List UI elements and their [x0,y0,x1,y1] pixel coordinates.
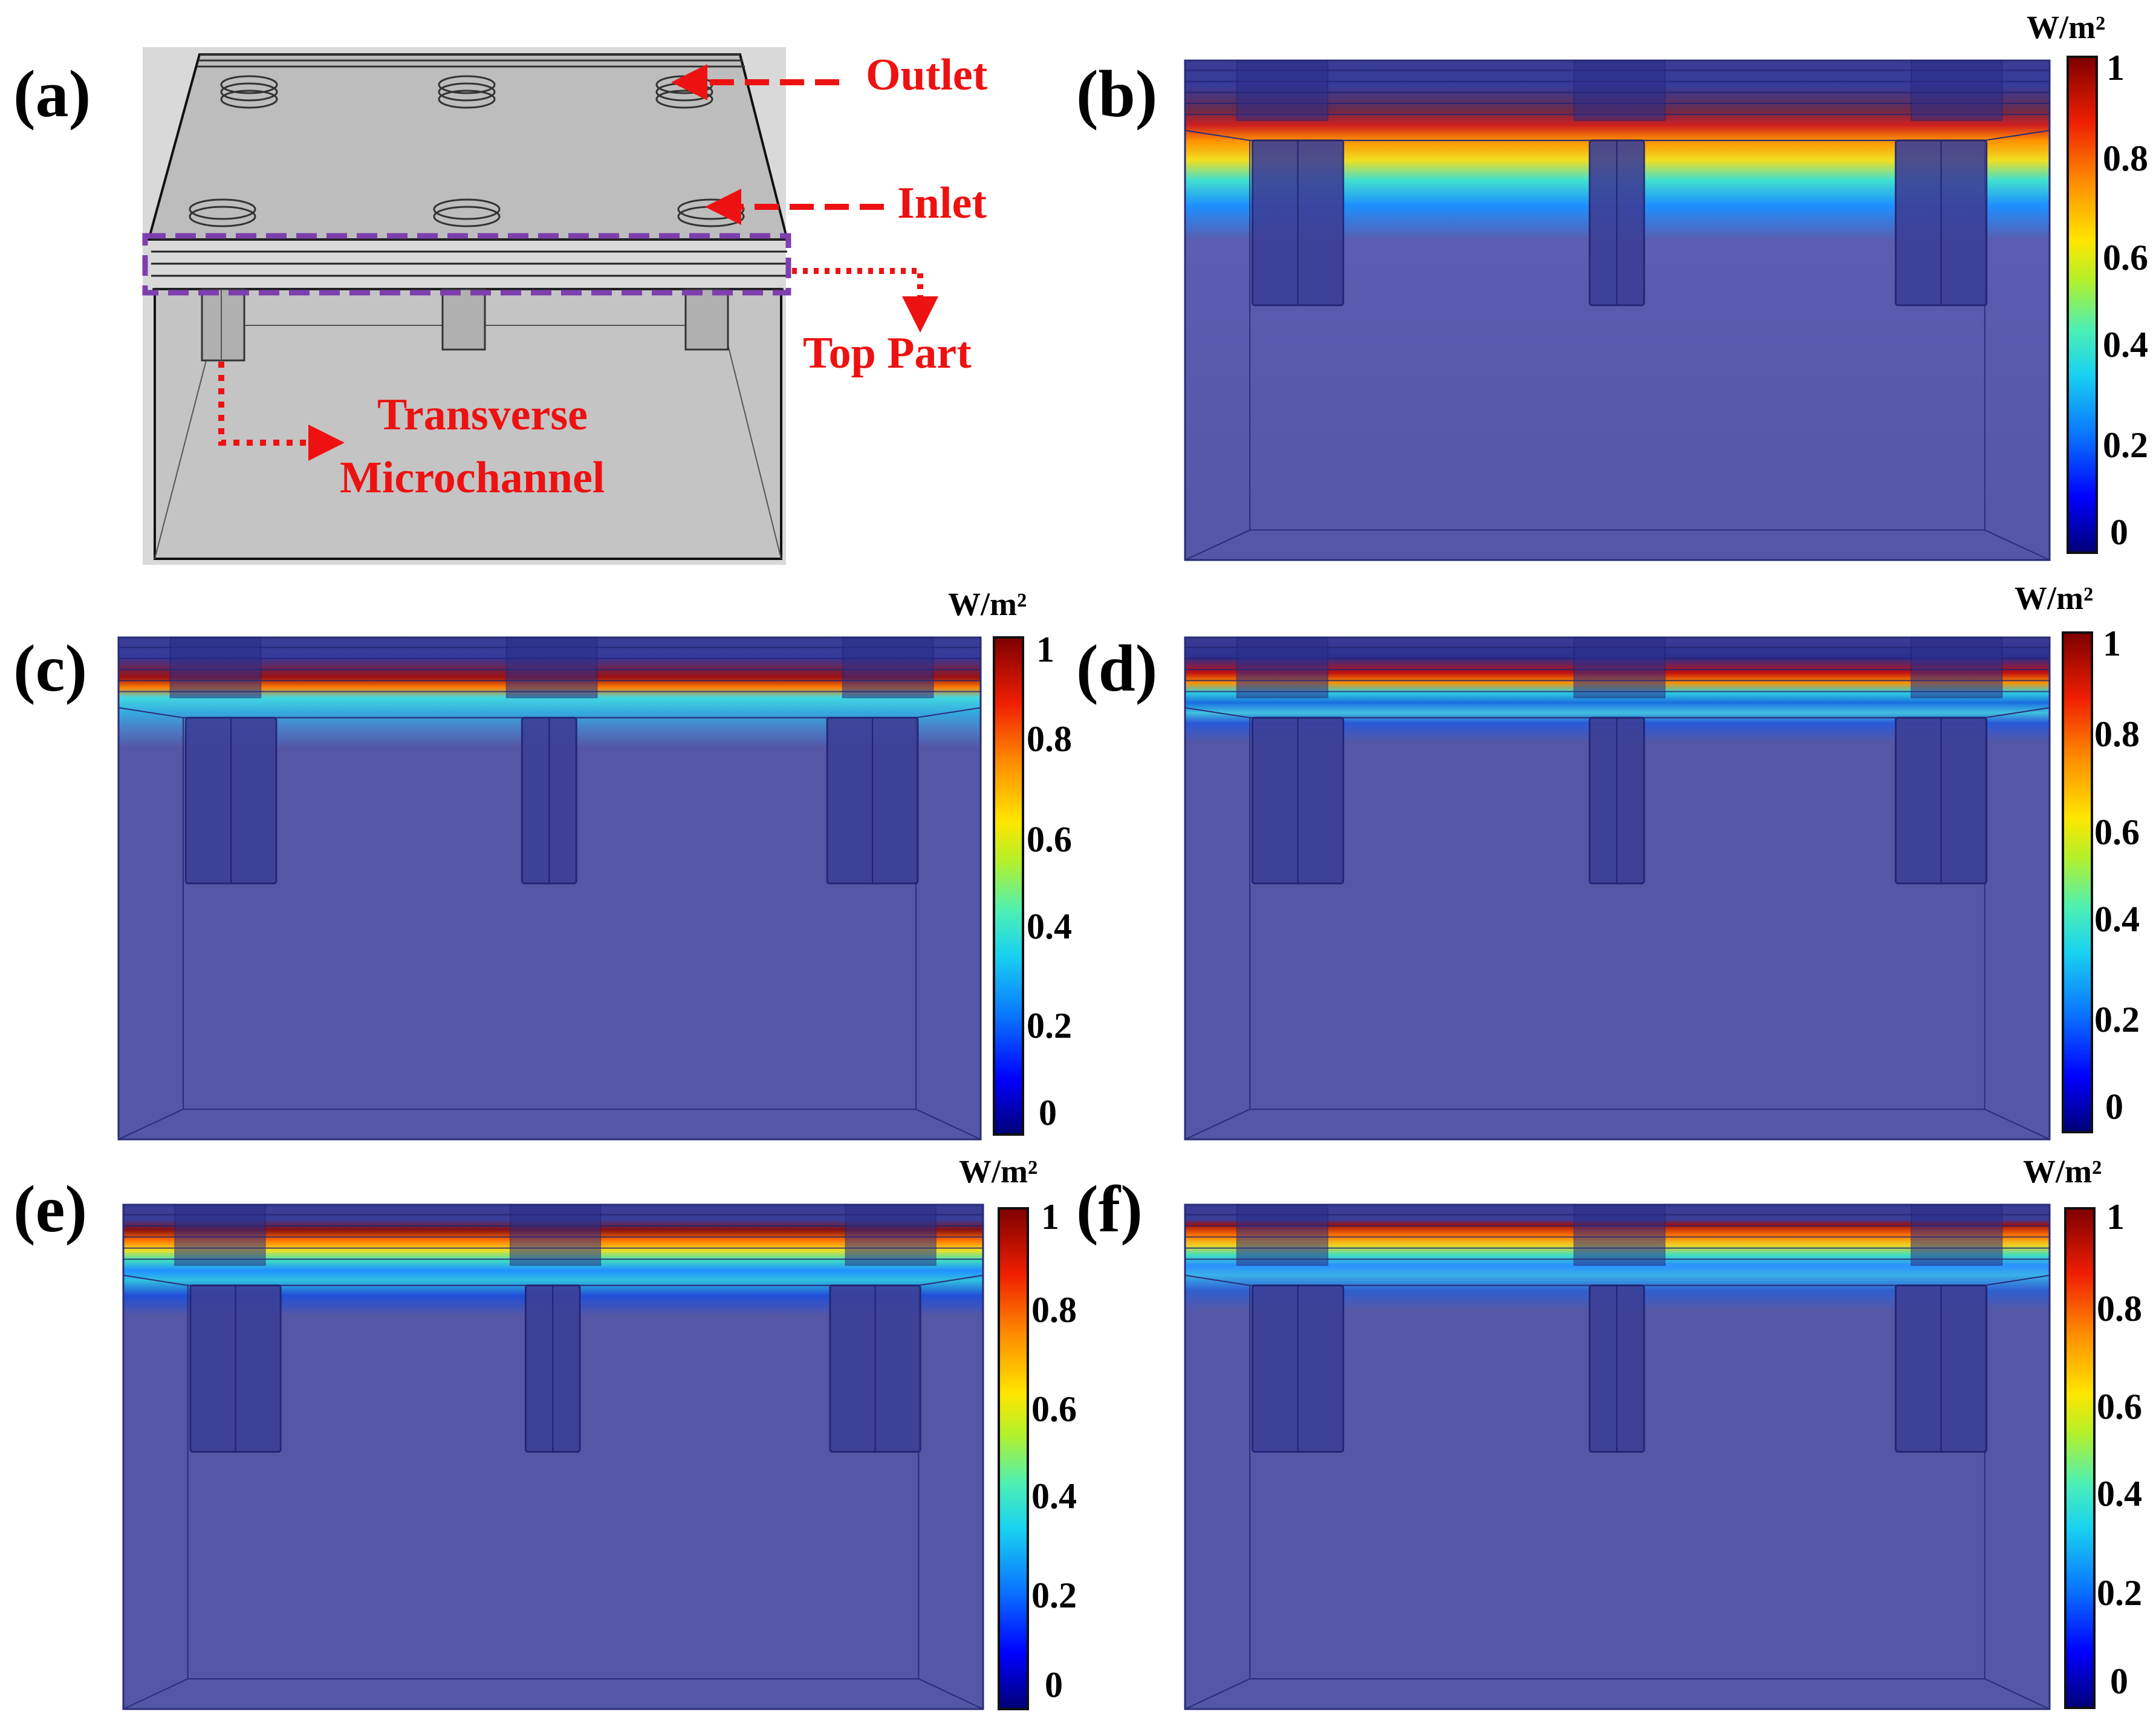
colorbar-e-tick-1: 1 [1041,1197,1059,1237]
colorbar-e-tick-0.4: 0.4 [1031,1476,1077,1516]
colorbar-f [2064,1207,2096,1709]
colorbar-unit-b: W/m² [2027,9,2106,45]
heatmap-panel-e [122,1203,984,1710]
inlet-label: Inlet [897,178,987,228]
port-block-3 [845,1204,937,1266]
colorbar-c-tick-0.4: 0.4 [1027,907,1072,946]
tray-corner-left [123,1678,189,1710]
port-block-1 [1236,1204,1328,1266]
colorbar-e-tick-0: 0 [1045,1665,1063,1705]
device-body [117,636,982,1141]
port-block-2 [1573,637,1666,699]
colorbar-c-tick-0: 0 [1039,1093,1057,1133]
colorbar-f-tick-0.6: 0.6 [2097,1387,2142,1427]
port-block-3 [842,637,934,699]
colorbar-d-tick-0.8: 0.8 [2094,714,2140,754]
port-block-2 [1573,60,1666,122]
port-block-3 [1911,1204,2003,1266]
colorbar-b-tick-0.4: 0.4 [2103,325,2148,365]
colorbar-d [2062,631,2093,1133]
colorbar-c-tick-0.2: 0.2 [1027,1006,1072,1046]
colorbar-c-tick-1: 1 [1036,630,1054,669]
colorbar-e [998,1207,1029,1710]
tray-corner-left [118,1109,184,1140]
colorbar-c-tick-0.6: 0.6 [1027,819,1072,859]
colorbar-unit-c: W/m² [948,586,1027,622]
port-block-1 [169,637,262,699]
colorbar-b [2067,56,2098,554]
tray-corner-left [1184,1109,1250,1140]
colorbar-d-tick-0.6: 0.6 [2094,812,2140,852]
transverse-arrow [218,362,345,461]
outlet-label: Outlet [866,50,988,100]
colorbar-b-tick-0: 0 [2110,512,2128,552]
port-block-1 [1236,60,1328,122]
colorbar-d-tick-0.2: 0.2 [2094,1000,2140,1040]
panel-label-e: (e) [13,1172,88,1246]
port-block-2 [505,637,598,699]
device-body [122,1203,984,1710]
panel-label-d: (d) [1076,631,1158,705]
port-block-2 [509,1204,602,1266]
tray-corner-right [1984,529,2050,561]
port-block-3 [1911,60,2003,122]
colorbar-b-tick-1: 1 [2106,48,2125,88]
colorbar-d-tick-0: 0 [2105,1087,2123,1127]
device-body [1184,1203,2051,1710]
device-body [1184,59,2051,561]
colorbar-f-tick-0.8: 0.8 [2097,1289,2142,1329]
top-part-arrow [792,268,938,333]
tray-corner-right [918,1678,984,1710]
tray-corner-right [1984,1678,2050,1710]
colorbar-unit-f: W/m² [2023,1153,2102,1190]
heatmap-panel-c [117,636,982,1141]
colorbar-e-tick-0.8: 0.8 [1031,1290,1077,1330]
panel-label-b: (b) [1076,57,1158,131]
colorbar-d-tick-0.4: 0.4 [2094,899,2140,939]
top-part-label: Top Part [803,328,972,378]
colorbar-f-tick-1: 1 [2106,1197,2125,1237]
colorbar-b-tick-0.8: 0.8 [2103,138,2148,178]
tray-corner-left [1184,529,1250,561]
back-layers [197,53,745,68]
heatmap-panel-f [1184,1203,2051,1710]
transverse-label-line2: Microchannel [340,453,605,503]
transverse-microchannels [201,288,729,362]
colorbar-c-tick-0.8: 0.8 [1027,719,1072,759]
top-part-highlight-box [142,233,791,296]
colorbar-b-tick-0.6: 0.6 [2103,238,2148,278]
colorbar-unit-d: W/m² [2015,580,2094,616]
device-body [1184,636,2051,1141]
heatmap-panel-d [1184,636,2051,1141]
port-block-1 [1236,637,1328,699]
colorbar-b-tick-0.2: 0.2 [2103,425,2148,465]
heatmap-panel-b [1184,59,2051,561]
colorbar-f-tick-0: 0 [2110,1661,2128,1701]
tray-corner-right [915,1109,981,1140]
tray-corner-left [1184,1678,1250,1710]
colorbar-f-tick-0.4: 0.4 [2097,1474,2142,1514]
top-part-layers [151,238,787,290]
port-block-2 [1573,1204,1666,1266]
colorbar-f-tick-0.2: 0.2 [2097,1573,2142,1613]
port-block-1 [174,1204,266,1266]
colorbar-c [993,636,1024,1136]
panel-label-a: (a) [13,57,91,131]
colorbar-e-tick-0.6: 0.6 [1031,1389,1077,1429]
panel-label-c: (c) [13,631,88,705]
port-block-3 [1911,637,2003,699]
colorbar-d-tick-1: 1 [2103,624,2121,663]
colorbar-e-tick-0.2: 0.2 [1031,1575,1077,1615]
colorbar-unit-e: W/m² [959,1153,1038,1190]
transverse-label-line1: Transverse [377,390,588,440]
schematic-device [142,47,791,565]
tray-corner-right [1984,1109,2050,1140]
panel-label-f: (f) [1076,1172,1143,1246]
